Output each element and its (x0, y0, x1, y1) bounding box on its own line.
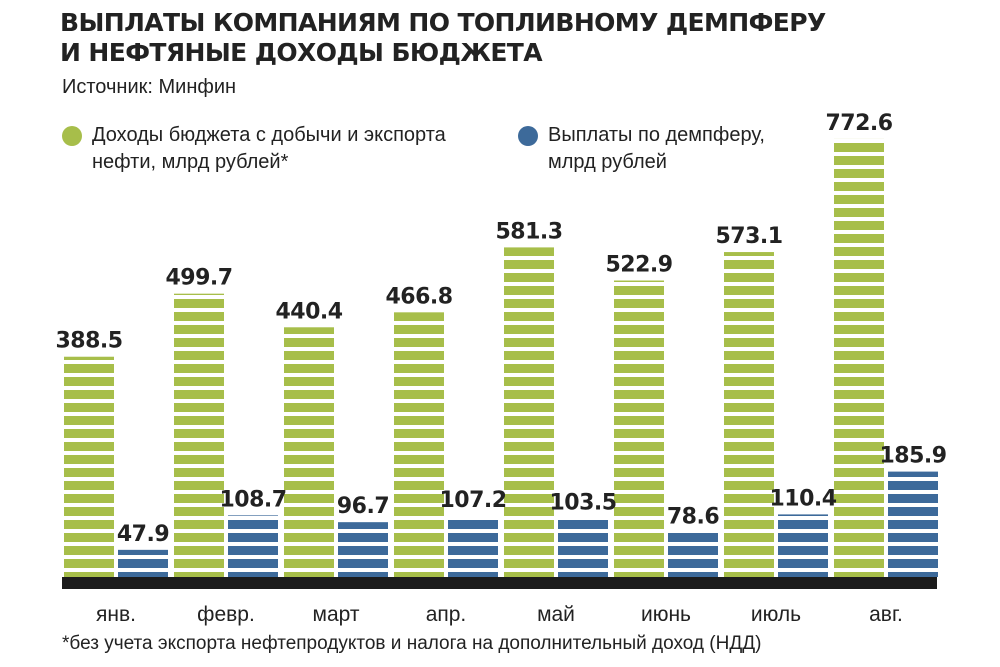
source-note: Источник: Минфин (62, 76, 237, 98)
x-tick-label-6: июнь (641, 603, 691, 626)
data-label-revenue-3: 440.4 (275, 299, 342, 324)
bar-revenue-4 (394, 312, 444, 577)
data-label-damper-8: 185.9 (879, 444, 946, 469)
bar-revenue-6 (614, 280, 664, 577)
data-label-damper-5: 103.5 (549, 490, 616, 515)
data-label-revenue-2: 499.7 (165, 266, 232, 291)
data-label-revenue-6: 522.9 (605, 253, 672, 278)
bar-damper-3 (338, 522, 388, 577)
legend-label-revenue-line-2: нефти, млрд рублей* (92, 151, 289, 173)
legend-item-revenue: Доходы бюджета с добычи и экспорта нефти… (62, 122, 446, 176)
data-label-revenue-1: 388.5 (55, 329, 122, 354)
data-label-damper-2: 108.7 (219, 487, 286, 512)
legend-swatch-damper (518, 126, 538, 146)
bar-damper-8 (888, 471, 938, 577)
bar-revenue-1 (64, 356, 114, 577)
footnote: *без учета экспорта нефтепродуктов и нал… (62, 633, 762, 654)
data-label-damper-7: 110.4 (769, 486, 836, 511)
data-label-revenue-4: 466.8 (385, 284, 452, 309)
x-tick-label-4: апр. (426, 603, 467, 626)
x-tick-label-2: февр. (197, 603, 255, 626)
x-tick-label-8: авг. (869, 603, 903, 626)
data-label-damper-3: 96.7 (337, 494, 389, 519)
x-tick-label-5: май (537, 603, 575, 626)
bar-revenue-7 (724, 252, 774, 577)
data-label-damper-4: 107.2 (439, 488, 506, 513)
legend-swatch-revenue (62, 126, 82, 146)
bar-revenue-3 (284, 327, 334, 577)
legend-label-revenue-line-1: Доходы бюджета с добычи и экспорта (92, 124, 446, 146)
bar-revenue-8 (834, 138, 884, 578)
bar-damper-6 (668, 532, 718, 577)
legend-label-damper-line-1: Выплаты по демпферу, (548, 124, 765, 146)
x-tick-label-3: март (313, 603, 360, 626)
bar-damper-2 (228, 515, 278, 577)
data-label-damper-6: 78.6 (667, 504, 719, 529)
data-label-revenue-8: 772.6 (825, 111, 892, 136)
chart-title-line-2: И НЕФТЯНЫЕ ДОХОДЫ БЮДЖЕТА (60, 38, 543, 67)
data-label-revenue-7: 573.1 (715, 224, 782, 249)
legend-item-damper: Выплаты по демпферу, млрд рублей (518, 122, 765, 176)
bar-damper-1 (118, 549, 168, 577)
data-label-damper-1: 47.9 (117, 522, 169, 547)
bar-revenue-5 (504, 247, 554, 577)
x-tick-label-7: июль (751, 603, 801, 626)
bar-damper-7 (778, 514, 828, 577)
chart-title: ВЫПЛАТЫ КОМПАНИЯМ ПО ТОПЛИВНОМУ ДЕМПФЕРУ… (60, 8, 826, 68)
data-label-revenue-5: 581.3 (495, 219, 562, 244)
chart-title-line-1: ВЫПЛАТЫ КОМПАНИЯМ ПО ТОПЛИВНОМУ ДЕМПФЕРУ (60, 8, 826, 37)
legend-label-damper-line-2: млрд рублей (548, 151, 667, 173)
bar-revenue-2 (174, 293, 224, 577)
x-tick-label-1: янв. (96, 603, 136, 626)
bar-damper-4 (448, 516, 498, 577)
bar-damper-5 (558, 518, 608, 577)
x-axis-baseline (62, 577, 937, 589)
